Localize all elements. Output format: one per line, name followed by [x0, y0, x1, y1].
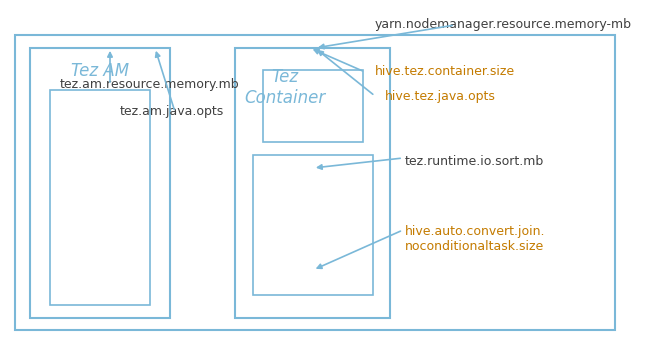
- Bar: [50, 90, 150, 305]
- Text: hive.tez.container.size: hive.tez.container.size: [375, 65, 515, 78]
- Bar: [235, 48, 390, 318]
- Text: Tez
Container: Tez Container: [244, 68, 326, 107]
- Bar: [15, 35, 615, 330]
- Text: tez.am.resource.memory.mb: tez.am.resource.memory.mb: [60, 78, 240, 91]
- Bar: [30, 48, 170, 318]
- Text: tez.am.java.opts: tez.am.java.opts: [120, 105, 224, 118]
- Bar: [263, 70, 363, 142]
- Text: yarn.nodemanager.resource.memory-mb: yarn.nodemanager.resource.memory-mb: [375, 18, 632, 31]
- Text: hive.tez.java.opts: hive.tez.java.opts: [385, 90, 496, 103]
- Bar: [253, 155, 373, 295]
- Text: tez.runtime.io.sort.mb: tez.runtime.io.sort.mb: [405, 155, 544, 168]
- Text: Tez AM: Tez AM: [71, 62, 129, 80]
- Text: hive.auto.convert.join.
noconditionaltask.size: hive.auto.convert.join. noconditionaltas…: [405, 225, 545, 253]
